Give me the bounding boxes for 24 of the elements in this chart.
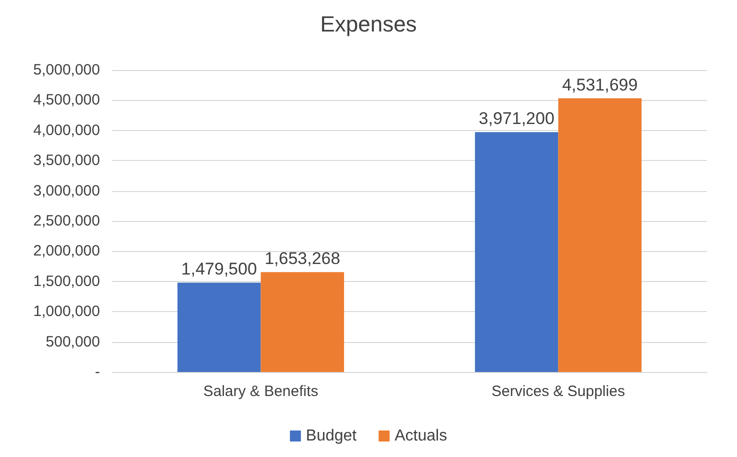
bar [474,132,558,372]
x-tick-label: Services & Supplies [492,383,625,400]
legend-label: Budget [306,428,358,444]
y-tick-label: 2,500,000 [33,212,100,230]
y-tick-label: 4,500,000 [33,92,100,109]
chart-title: Expenses [320,12,417,36]
y-tick-label: 1,000,000 [33,303,100,320]
data-label: 1,653,268 [264,249,340,268]
y-tick-label: 3,500,000 [33,152,100,170]
data-label: 4,531,699 [562,75,638,94]
legend-label: Actuals [394,428,448,444]
y-tick-label: 500,000 [46,333,100,350]
y-tick-label: 4,000,000 [33,122,100,139]
y-tick-label: 1,500,000 [33,272,100,290]
y-tick-label: 3,000,000 [33,182,100,200]
y-tick-label: 2,000,000 [33,242,100,260]
bar [177,282,261,372]
x-tick-label: Salary & Benefits [203,383,318,400]
y-tick-label: - [95,364,100,380]
data-label: 3,971,200 [478,109,554,128]
y-tick-label: 5,000,000 [33,62,100,78]
data-label: 1,479,500 [181,260,257,279]
bar [558,98,642,372]
bar [260,272,344,372]
